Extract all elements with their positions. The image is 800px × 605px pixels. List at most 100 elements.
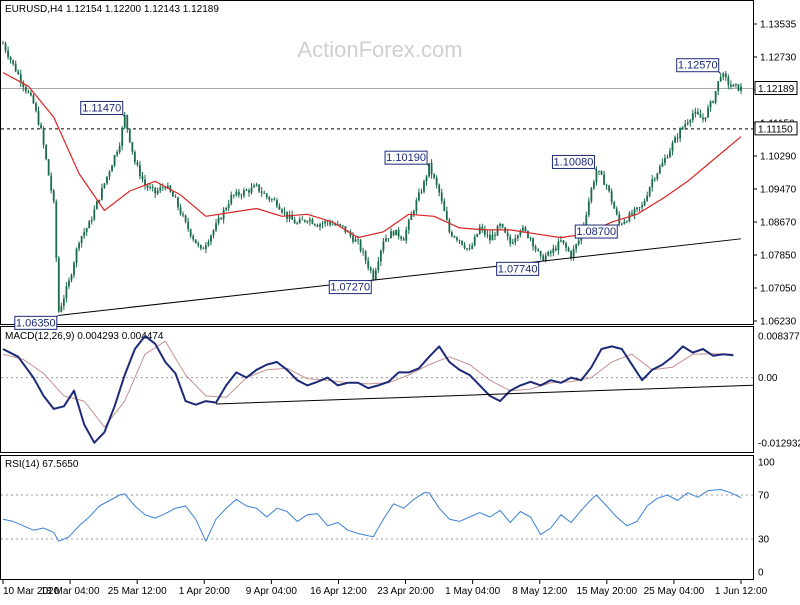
candle-body — [220, 218, 223, 220]
candle-body — [689, 120, 692, 123]
candle-body — [95, 201, 98, 210]
candle-body — [24, 86, 27, 92]
candle — [600, 170, 603, 176]
candle-body — [702, 117, 704, 120]
candle-body — [392, 231, 395, 236]
candle-body — [593, 182, 595, 189]
candle-body — [326, 221, 329, 223]
candle — [68, 277, 70, 289]
candle-body — [57, 258, 60, 312]
candle-body — [192, 236, 195, 240]
candle — [661, 158, 664, 168]
candle — [395, 229, 397, 236]
candle-body — [283, 211, 286, 213]
candle-body — [405, 229, 408, 241]
candle-body — [210, 235, 212, 242]
candle — [407, 218, 410, 235]
candle — [529, 236, 532, 242]
annotation-label: 1.10190 — [386, 152, 426, 164]
candle-body — [197, 243, 200, 246]
candle — [286, 211, 288, 223]
candle — [438, 183, 441, 197]
candle-body — [131, 142, 134, 152]
candle — [55, 199, 58, 262]
candle-body — [146, 185, 149, 188]
candle-body — [478, 226, 481, 234]
candle — [245, 188, 248, 192]
candle-body — [108, 171, 111, 177]
candle-body — [184, 215, 187, 222]
candle-body — [681, 127, 684, 130]
candle-body — [631, 213, 633, 215]
candle — [24, 84, 27, 94]
candle — [80, 235, 83, 248]
candle-body — [684, 124, 687, 128]
candle-body — [324, 221, 326, 224]
candle — [567, 246, 570, 252]
candle-body — [418, 192, 420, 201]
candle-body — [12, 60, 15, 64]
candle — [311, 217, 314, 225]
candle-body — [359, 240, 362, 251]
candle — [717, 80, 720, 96]
candle — [123, 111, 126, 130]
candle — [156, 187, 159, 196]
candle — [199, 244, 202, 251]
candle — [9, 55, 12, 64]
candle — [435, 175, 438, 189]
candle-body — [676, 137, 679, 139]
candle — [159, 183, 162, 193]
candle-body — [453, 236, 456, 238]
candle — [253, 183, 255, 188]
candle — [359, 238, 362, 253]
candle — [65, 282, 68, 303]
candle-body — [537, 249, 540, 252]
candle-body — [483, 228, 486, 235]
candle-body — [85, 228, 88, 233]
candle-body — [341, 225, 344, 227]
candle-body — [52, 190, 55, 202]
candle-body — [664, 158, 666, 163]
candle — [308, 216, 311, 226]
candle-body — [126, 114, 129, 129]
candle-body — [575, 244, 578, 249]
candle — [179, 203, 182, 216]
candle-body — [270, 199, 273, 201]
candle — [534, 244, 537, 253]
candle-body — [714, 91, 717, 103]
candle-body — [506, 232, 509, 237]
candle-body — [628, 213, 631, 222]
candle-body — [615, 208, 618, 215]
candle — [445, 206, 448, 221]
candle — [303, 219, 306, 223]
candle-body — [45, 144, 48, 160]
candle-body — [572, 248, 575, 258]
candle — [19, 69, 22, 88]
candle — [139, 160, 141, 180]
candle — [450, 230, 453, 238]
candle — [686, 119, 689, 126]
candle-body — [423, 181, 425, 192]
candle — [595, 166, 598, 186]
candle — [121, 126, 124, 151]
candle — [341, 225, 344, 228]
candle-body — [321, 223, 324, 225]
candle — [293, 216, 296, 224]
candle — [732, 84, 735, 87]
candle-body — [319, 224, 321, 227]
candle-body — [443, 200, 446, 212]
candle-body — [303, 219, 306, 222]
annotation-box — [574, 224, 618, 239]
candle-body — [199, 245, 202, 249]
candle-body — [539, 251, 542, 256]
candle-body — [456, 237, 458, 240]
candle — [501, 223, 504, 229]
candle — [60, 302, 63, 313]
candle-body — [367, 260, 370, 268]
candle-body — [40, 124, 42, 129]
candle — [136, 159, 139, 167]
candle-body — [169, 185, 172, 192]
price-annotation: 1.12570 — [676, 58, 722, 75]
candle-body — [116, 152, 119, 156]
candle-body — [719, 76, 722, 82]
